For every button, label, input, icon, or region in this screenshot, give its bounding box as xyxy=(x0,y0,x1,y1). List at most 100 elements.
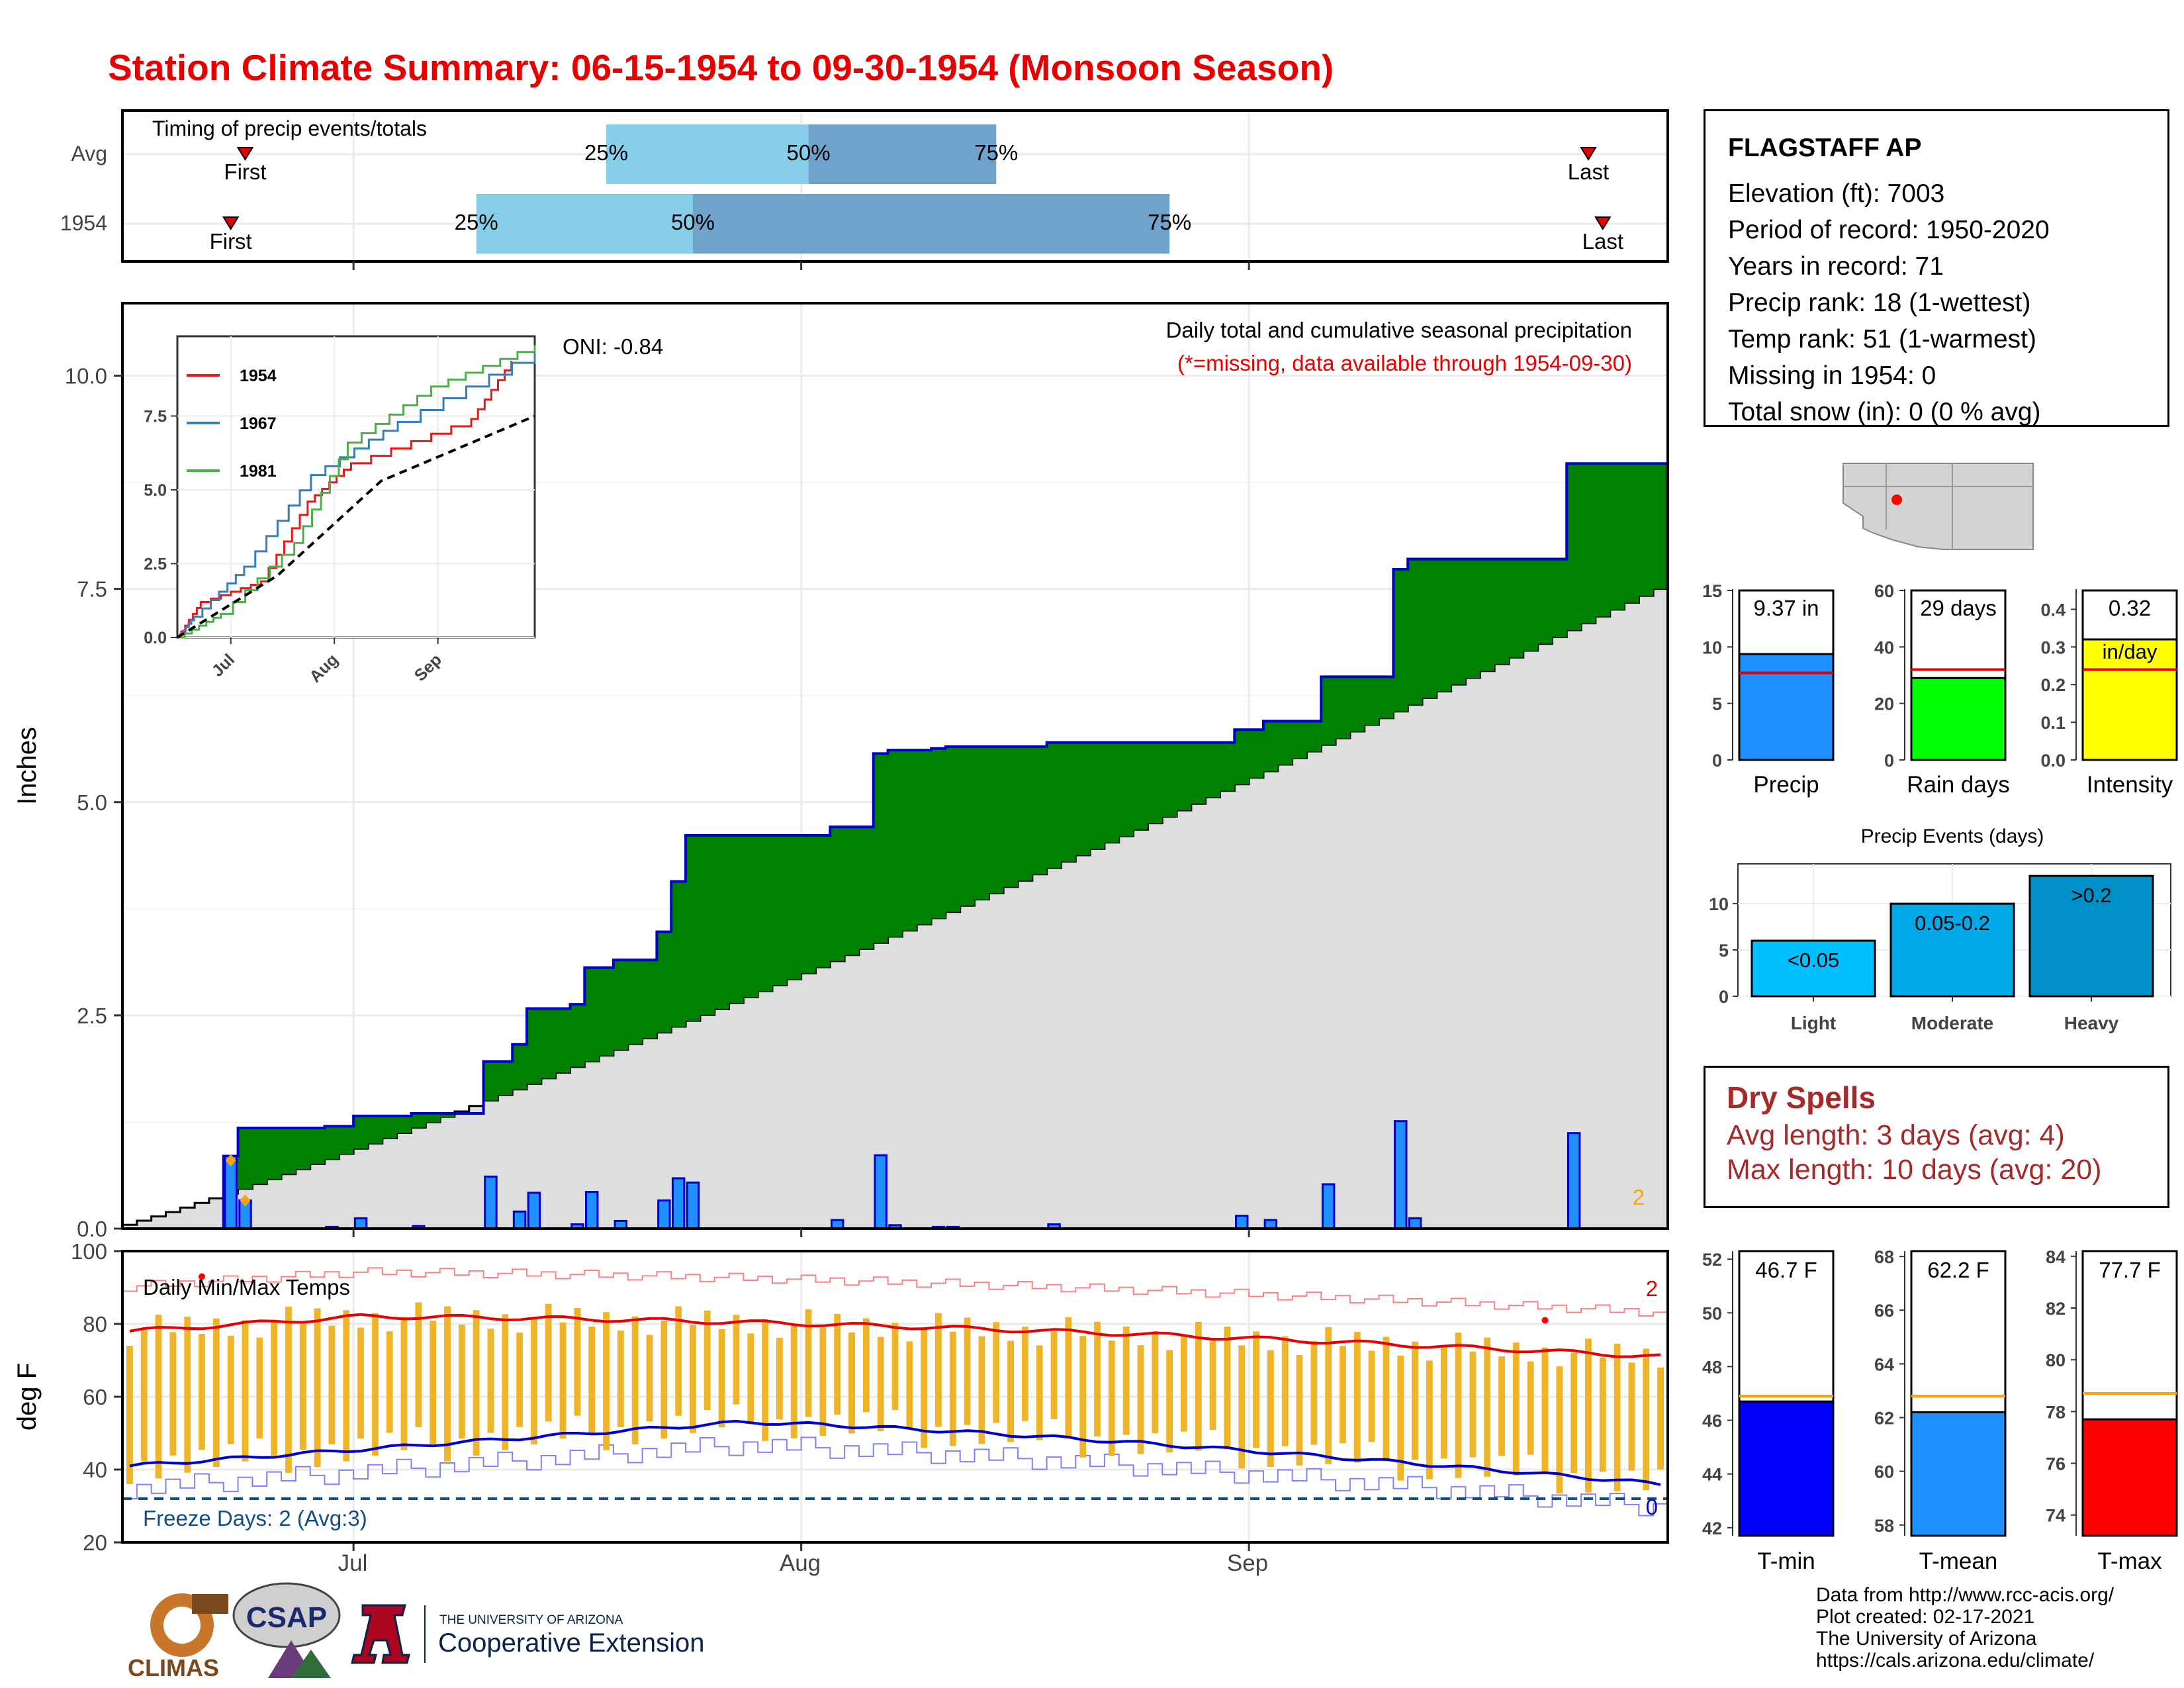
daily-temp-bar xyxy=(1570,1352,1578,1474)
station-location-dot xyxy=(1891,494,1902,505)
tbar-ytick-label: 80 xyxy=(2046,1350,2066,1370)
summary-bar-0 xyxy=(1738,653,1835,761)
daily-temp-bar xyxy=(299,1323,306,1450)
daily-temp-bar xyxy=(516,1333,523,1427)
daily-temp-bar xyxy=(314,1308,321,1468)
daily-temp-bar xyxy=(660,1320,668,1439)
tbar-ytick-label: 78 xyxy=(2046,1402,2066,1422)
station-precip-rank: Precip rank: 18 (1-wettest) xyxy=(1728,289,2031,317)
daily-temp-bar xyxy=(993,1322,1000,1423)
daily-temp-bar xyxy=(762,1319,769,1441)
timing-panel: 25% 50% 75% First Last 25% 50% 75% First Last Tim… xyxy=(60,109,1669,270)
station-elevation: Elevation (ft): 7003 xyxy=(1728,179,1945,208)
daily-precip-bar xyxy=(657,1199,671,1230)
credits: Data from http://www.rcc-acis.org/ Plot … xyxy=(1816,1584,2114,1671)
daily-temp-bar xyxy=(1036,1345,1043,1440)
daily-temp-bar xyxy=(617,1331,624,1428)
inset-series-1981 xyxy=(177,345,536,639)
daily-temp-bar xyxy=(545,1303,552,1422)
precip-panel-title: Daily total and cumulative seasonal prec… xyxy=(1166,318,1632,342)
events-ytick-label: 10 xyxy=(1709,894,1729,914)
freeze-days-label: Freeze Days: 2 (Avg:3) xyxy=(143,1506,367,1530)
daily-temp-bar xyxy=(733,1315,740,1405)
daily-temp-bar xyxy=(1628,1362,1635,1471)
temp-ytick-label: 80 xyxy=(83,1312,107,1336)
daily-temp-bar xyxy=(357,1327,364,1439)
trace-marker xyxy=(225,1154,236,1166)
timing-first-marker xyxy=(236,147,254,161)
daily-temp-bar xyxy=(1397,1355,1404,1481)
daily-precip-bar xyxy=(484,1175,498,1230)
daily-temp-bar xyxy=(1195,1321,1202,1451)
precip-ytick-label: 2.5 xyxy=(77,1004,107,1028)
precip-ytick-label: 0.0 xyxy=(77,1217,107,1241)
daily-temp-bar xyxy=(256,1337,263,1438)
temp-ytick-label: 20 xyxy=(83,1530,107,1555)
daily-temp-bar xyxy=(1108,1340,1115,1456)
temp-ytick-label: 60 xyxy=(83,1385,107,1409)
daily-temp-bar xyxy=(1455,1333,1462,1478)
dry-spells-max: Max length: 10 days (avg: 20) xyxy=(1727,1154,2102,1186)
temp-ytick-label: 100 xyxy=(71,1239,107,1264)
daily-temp-bar xyxy=(1383,1336,1390,1462)
event-bar-label: <0.05 xyxy=(1788,949,1839,972)
hot-days-count: 2 xyxy=(1646,1276,1658,1301)
station-temp-rank: Temp rank: 51 (1-warmest) xyxy=(1728,325,2036,353)
daily-temp-bar xyxy=(285,1306,292,1473)
daily-temp-bar xyxy=(371,1313,379,1456)
daily-temp-bar xyxy=(169,1332,177,1456)
daily-temp-bar xyxy=(776,1337,783,1420)
daily-precip-bar xyxy=(585,1191,599,1230)
daily-temp-bar xyxy=(1281,1336,1289,1446)
daily-temp-bar xyxy=(1512,1342,1520,1476)
events-ytick-label: 0 xyxy=(1719,987,1729,1007)
summary-bar-1 xyxy=(1910,677,2007,761)
summary-axis-label: Precip xyxy=(1753,772,1819,798)
timing-last-label: Last xyxy=(1568,160,1609,184)
temp-panel-title: Daily Min/Max Temps xyxy=(143,1275,350,1299)
station-info-box: FLAGSTAFF AP Elevation (ft): 7003 Period… xyxy=(1704,109,2169,427)
summary-value-label: 29 days xyxy=(1920,596,1997,620)
legend-1954: 1954 xyxy=(240,367,277,385)
daily-temp-bar xyxy=(1094,1321,1101,1437)
inset-legend: 1954 1967 1981 xyxy=(187,367,277,481)
summary-ytick-label: 10 xyxy=(1702,637,1722,657)
inset-ytick-label: 5.0 xyxy=(144,481,167,500)
timing-label: Timing of precip events/totals xyxy=(152,117,427,140)
timing-first-marker xyxy=(222,216,240,230)
daily-temp-bar xyxy=(1065,1317,1072,1438)
daily-temp-bar xyxy=(805,1309,812,1417)
daily-temp-bar xyxy=(1325,1327,1332,1464)
credit-url: https://cals.arizona.edu/climate/ xyxy=(1816,1650,2095,1671)
daily-temp-bar xyxy=(155,1315,162,1479)
tbar-value-label: 62.2 F xyxy=(1927,1258,1989,1282)
daily-temp-bar xyxy=(819,1328,827,1436)
daily-temp-bar xyxy=(1353,1332,1361,1463)
tbar-ytick-label: 50 xyxy=(1702,1303,1722,1323)
daily-temp-bar xyxy=(1585,1338,1592,1493)
csap-text: CSAP xyxy=(246,1601,327,1634)
daily-temp-bar xyxy=(1021,1327,1028,1421)
station-map xyxy=(1843,463,2034,550)
daily-temp-bar xyxy=(502,1314,509,1450)
cumulative-precip-area xyxy=(122,463,1668,1225)
events-title: Precip Events (days) xyxy=(1861,825,2044,847)
legend-1981: 1981 xyxy=(240,462,277,481)
timing-q25-label: 25% xyxy=(455,210,498,234)
freeze-days-count: 0 xyxy=(1646,1495,1658,1519)
daily-precip-bar xyxy=(686,1181,700,1230)
daily-temp-bar xyxy=(646,1335,653,1422)
avg-max-temp-line xyxy=(129,1313,1661,1358)
daily-temp-bar xyxy=(877,1336,884,1432)
oni-label: ONI: -0.84 xyxy=(563,334,663,359)
summary-ytick-label: 5 xyxy=(1712,694,1722,714)
tbar-ytick-label: 44 xyxy=(1702,1465,1722,1485)
tbar-axis-label: T-max xyxy=(2097,1548,2162,1574)
daily-temp-bar xyxy=(1310,1340,1318,1445)
summary-value-label: 9.37 in xyxy=(1753,596,1819,620)
summary-ytick-label: 0.0 xyxy=(2040,751,2066,771)
tbar-ytick-label: 66 xyxy=(1874,1301,1894,1321)
daily-temp-bar xyxy=(1498,1356,1505,1456)
daily-temp-bar xyxy=(1166,1350,1173,1453)
credit-source: Data from http://www.rcc-acis.org/ xyxy=(1816,1584,2115,1606)
